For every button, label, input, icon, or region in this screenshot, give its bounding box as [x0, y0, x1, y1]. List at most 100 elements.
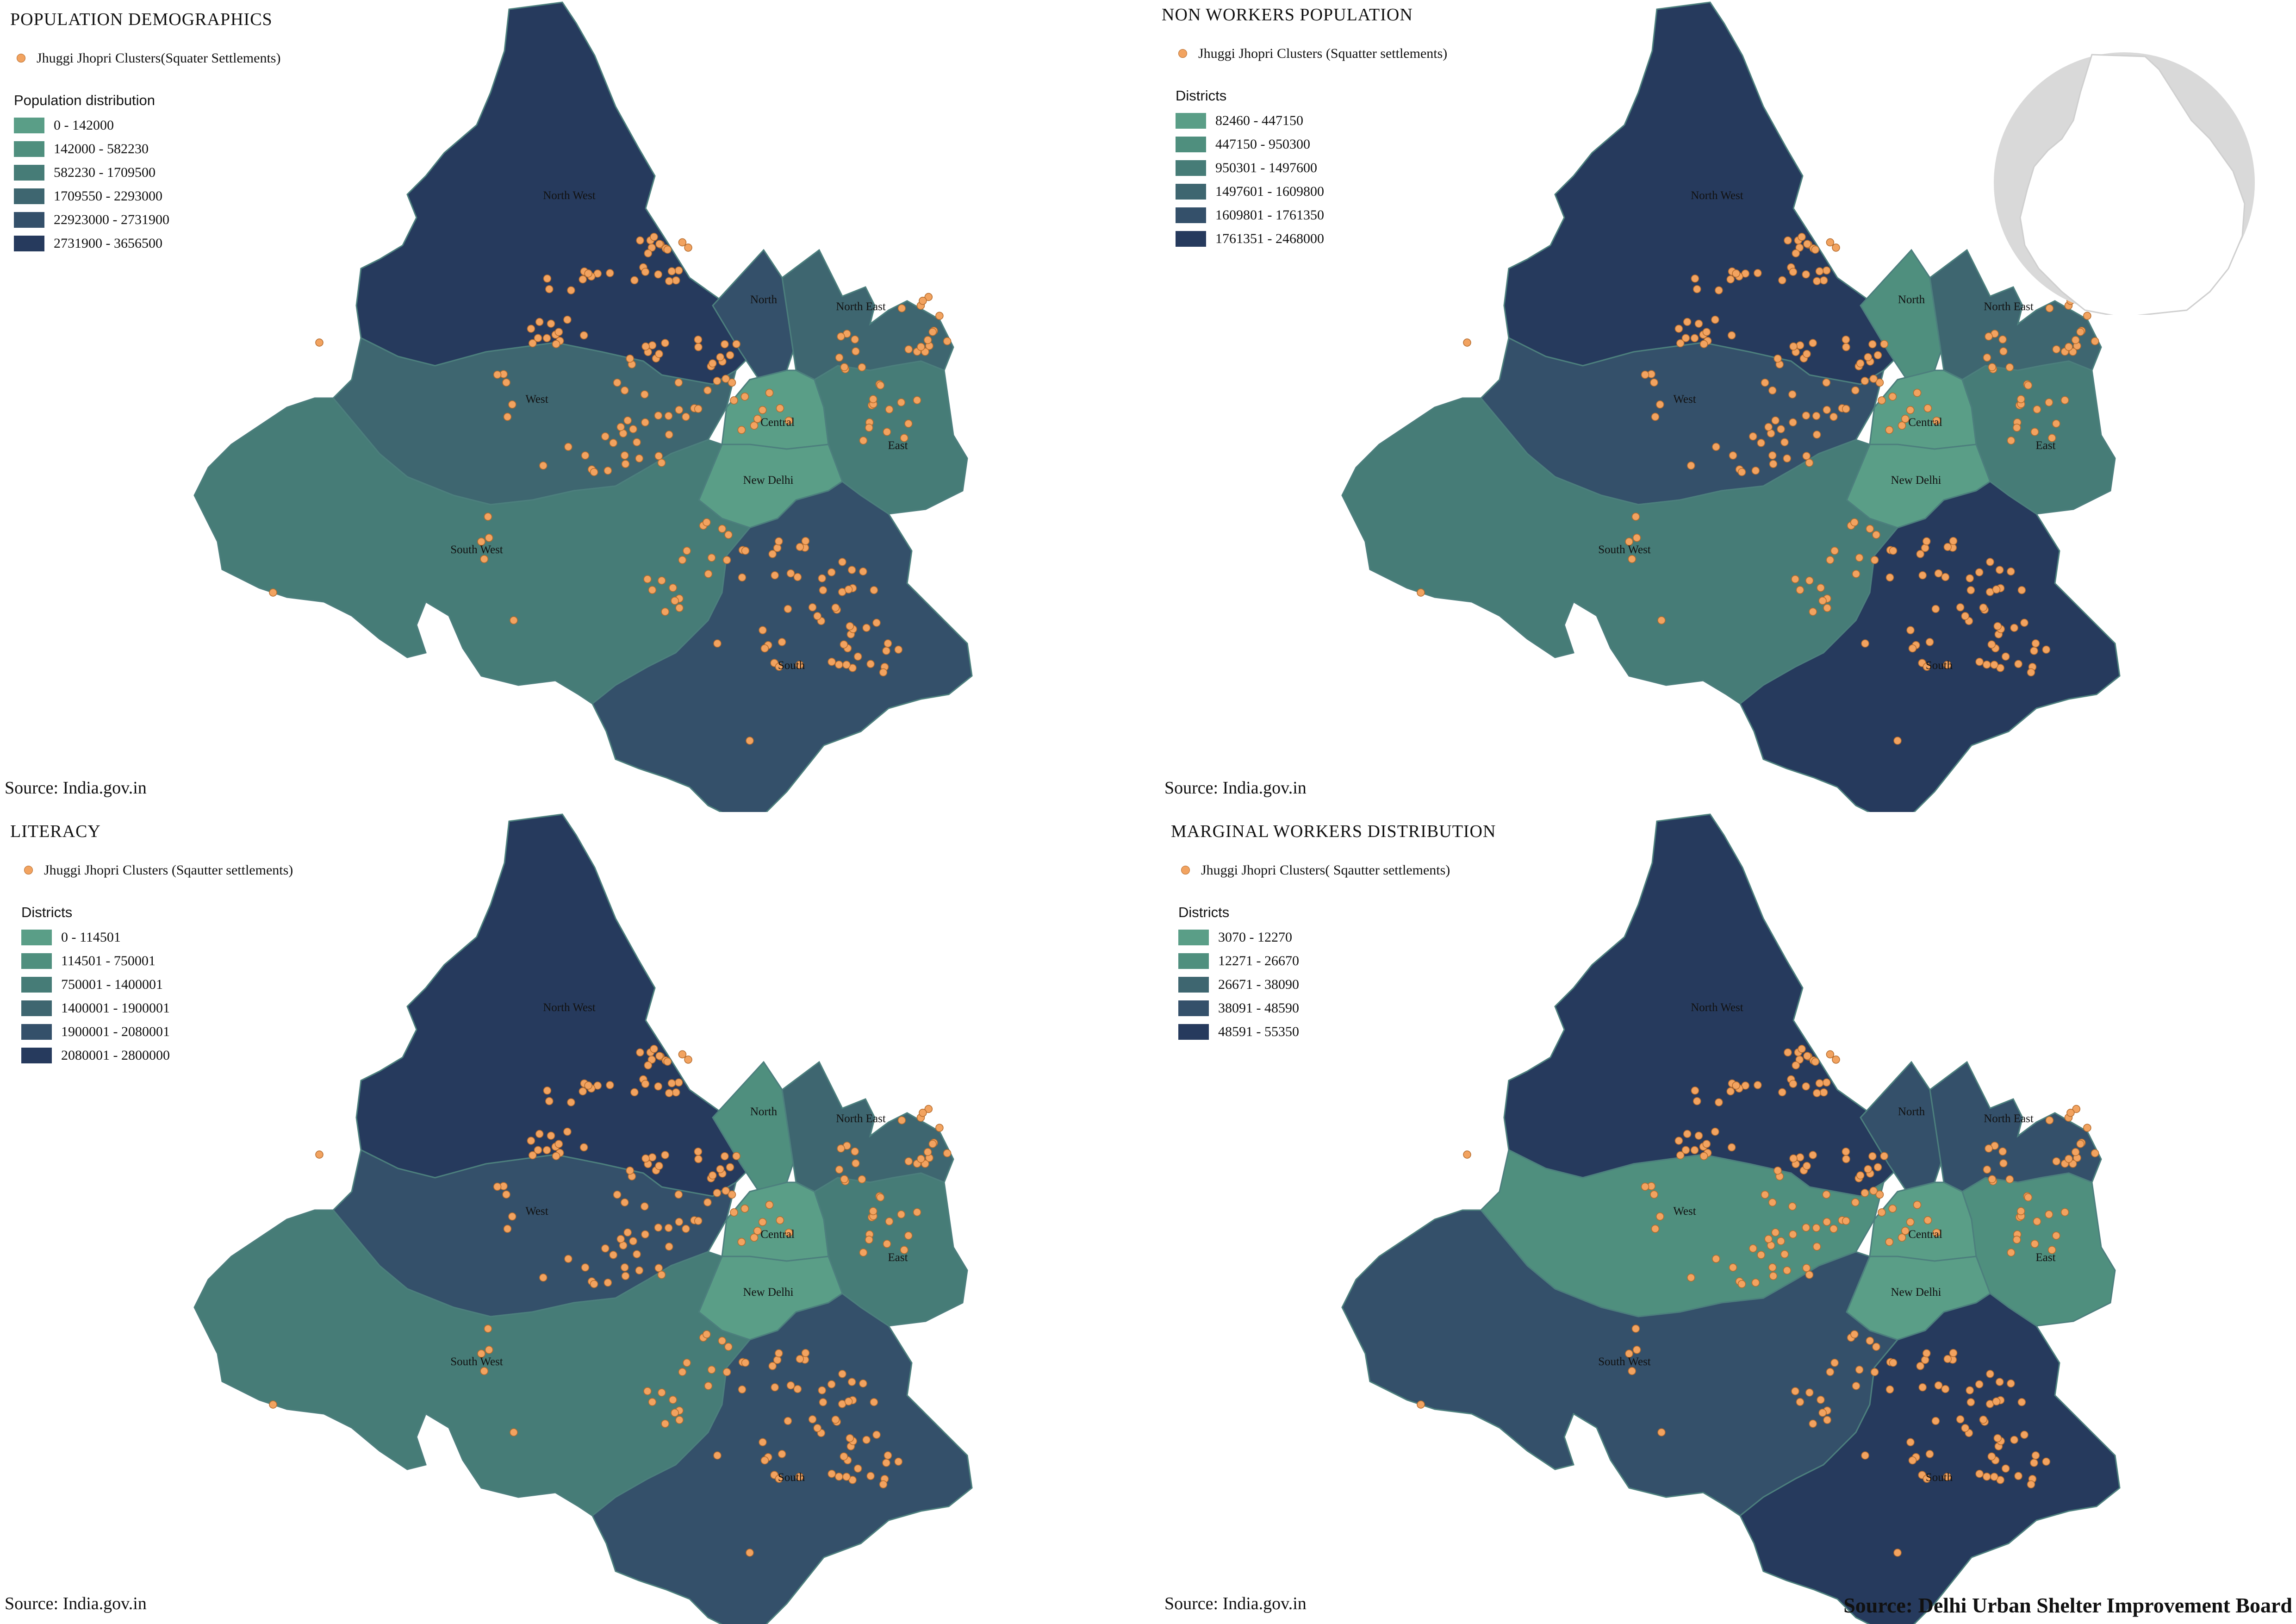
jj-cluster-point [2033, 405, 2041, 414]
jj-cluster-point [1791, 575, 1799, 583]
jj-cluster-point [1749, 1244, 1757, 1253]
jj-cluster-point [269, 1400, 277, 1409]
jj-cluster-point [1809, 1151, 1817, 1159]
jj-cluster-point [694, 335, 703, 344]
jj-cluster-point [1873, 1163, 1882, 1172]
jj-cluster-point [484, 1324, 492, 1333]
jj-cluster-point [1826, 1050, 1835, 1059]
jj-cluster-point [1768, 386, 1777, 395]
jj-cluster-point [684, 244, 692, 252]
jj-cluster-point [1842, 343, 1850, 351]
jj-cluster-points [269, 1045, 952, 1557]
jj-cluster-point [613, 378, 622, 387]
district-south-west [1341, 1209, 1899, 1517]
jj-cluster-point [1798, 233, 1806, 241]
jj-cluster-point [554, 1140, 563, 1148]
jj-cluster-point [1872, 1343, 1880, 1351]
jj-cluster-point [664, 412, 673, 420]
jj-cluster-point [1691, 1087, 1699, 1095]
jj-cluster-point [1856, 359, 1865, 368]
jj-cluster-point [862, 1436, 871, 1444]
jj-cluster-point [2076, 1140, 2084, 1148]
jj-cluster-point [869, 1207, 877, 1216]
jj-cluster-point [667, 267, 676, 275]
legend-swatch [1176, 136, 1206, 152]
jj-cluster-point [477, 537, 485, 546]
legend-class-label: 26671 - 38090 [1218, 976, 1299, 992]
jj-cluster-point [1802, 452, 1811, 460]
jj-cluster-point [682, 412, 690, 421]
map-legend: Jhuggi Jhopri Clusters (Squatter settlem… [1176, 42, 1447, 250]
district-label: Central [1908, 1228, 1942, 1241]
jj-cluster-point [1715, 1098, 1723, 1106]
jj-cluster-point [704, 1381, 713, 1390]
jj-cluster-point [554, 328, 563, 336]
jj-cluster-point [1674, 325, 1683, 333]
jj-cluster-point [1818, 596, 1827, 605]
district-label: South [1926, 1471, 1953, 1484]
district-label: Central [760, 1228, 795, 1241]
jj-cluster-point [819, 1398, 828, 1406]
jj-cluster-point [1893, 737, 1902, 745]
jj-cluster-point [683, 547, 691, 555]
jj-cluster-point [2010, 624, 2018, 632]
legend-swatch [1176, 112, 1206, 129]
jj-cluster-point [859, 567, 867, 576]
jj-cluster-point [477, 1349, 485, 1358]
jj-cluster-point [1966, 1386, 1974, 1394]
jj-cluster-point [1818, 1408, 1827, 1417]
jj-cluster-point [1869, 375, 1878, 383]
jj-cluster-point [1823, 1416, 1831, 1424]
jj-cluster-point [1866, 1337, 1874, 1345]
jj-cluster-point [894, 1457, 903, 1466]
jj-cluster-point [1751, 466, 1760, 475]
jj-cluster-point [732, 1152, 740, 1160]
jj-cluster-point [741, 546, 750, 555]
jj-cluster-point [1802, 1082, 1810, 1091]
legend-point-entry: Jhuggi Jhopri Clusters (Sqautter settlem… [21, 858, 293, 882]
jj-cluster-point [1923, 1349, 1931, 1358]
legend-point-entry: Jhuggi Jhopri Clusters (Squatter settlem… [1176, 42, 1447, 65]
jj-cluster-point [773, 1355, 782, 1364]
district-label: North [1898, 1106, 1925, 1118]
jj-cluster-point [707, 553, 716, 562]
jj-cluster-point [545, 1097, 554, 1106]
jj-cluster-point [579, 331, 588, 340]
jj-cluster-point [1842, 1217, 1850, 1225]
jj-cluster-point [1906, 1438, 1915, 1447]
jj-cluster-point [760, 644, 769, 653]
jj-cluster-point [726, 1163, 734, 1172]
district-south-west [1341, 397, 1899, 705]
legend-swatch [21, 929, 52, 945]
jj-cluster-point [1875, 1190, 1884, 1199]
jj-cluster-point [2007, 1379, 2015, 1388]
jj-cluster-point [1771, 416, 1780, 425]
legend-class-label: 12271 - 26670 [1218, 953, 1299, 968]
jj-cluster-point [1417, 588, 1425, 597]
jj-cluster-point [1826, 1368, 1835, 1376]
jj-cluster-point [801, 537, 810, 545]
legend-swatch [14, 212, 44, 228]
jj-cluster-point [2013, 424, 2021, 432]
jj-cluster-point [661, 1151, 669, 1159]
jj-cluster-point [840, 1175, 849, 1183]
jj-cluster-point [1932, 417, 1941, 425]
jj-cluster-point [897, 304, 906, 312]
jj-cluster-point [1693, 1097, 1701, 1106]
jj-cluster-point [534, 1146, 542, 1154]
jj-cluster-point [629, 1237, 637, 1245]
district-label: West [1673, 1205, 1696, 1218]
jj-cluster-point [775, 1474, 784, 1483]
district-label: New Delhi [743, 474, 794, 487]
map-panel-population: North West North North East West Central East… [0, 0, 1148, 812]
jj-cluster-point [732, 340, 740, 348]
jj-cluster-point [2027, 1480, 2035, 1489]
jj-cluster-point [721, 340, 729, 349]
jj-cluster-point [641, 1202, 649, 1211]
jj-cluster-point [633, 438, 641, 446]
legend-swatch [1176, 183, 1206, 200]
legend-point-entry: Jhuggi Jhopri Clusters( Sqautter settlem… [1178, 858, 1450, 882]
jj-cluster-point [876, 381, 885, 390]
jj-cluster-point [1832, 244, 1840, 252]
jj-cluster-point [2072, 1105, 2081, 1113]
